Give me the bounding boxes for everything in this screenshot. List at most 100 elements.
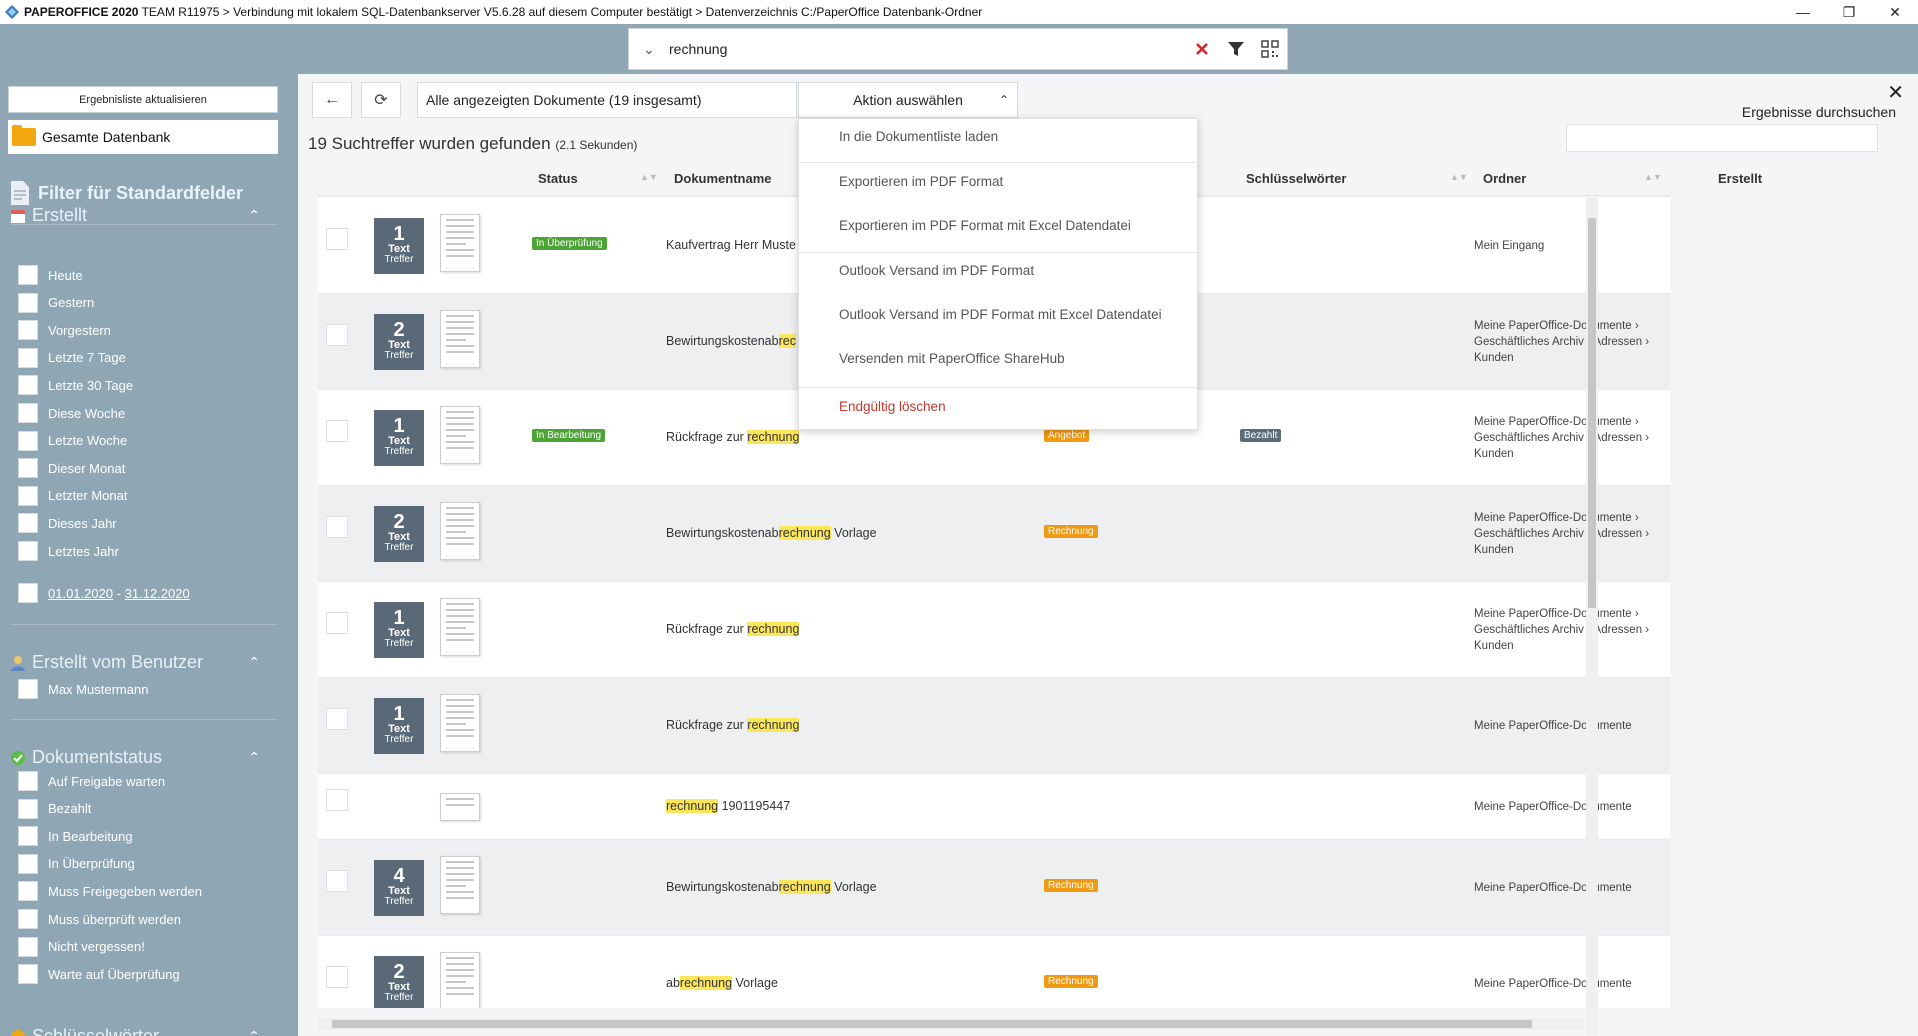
sort-icon[interactable]: ▲▼ <box>1644 172 1662 182</box>
folder-path[interactable]: Meine PaperOffice-Dokumente › Geschäftlic… <box>1474 320 1650 364</box>
column-keywords[interactable]: Schlüsselwörter <box>1246 171 1347 186</box>
close-results-icon[interactable]: ✕ <box>1887 82 1904 104</box>
folder-path[interactable]: Meine PaperOffice-Dokumente › Geschäftlic… <box>1474 512 1650 556</box>
row-checkbox[interactable] <box>326 516 348 538</box>
filter-status-item[interactable]: Warte auf Überprüfung <box>18 963 180 985</box>
document-name[interactable]: Kaufvertrag Herr Muste <box>666 238 796 252</box>
checkbox[interactable] <box>18 485 38 506</box>
row-checkbox[interactable] <box>326 420 348 442</box>
checkbox[interactable] <box>18 541 38 561</box>
row-checkbox[interactable] <box>326 708 348 730</box>
row-checkbox[interactable] <box>326 228 348 250</box>
document-name[interactable]: abrechnung Vorlage <box>666 976 778 990</box>
clear-search-icon[interactable] <box>1185 42 1219 56</box>
range-from-link[interactable]: 01.01.2020 <box>48 585 114 601</box>
checkbox[interactable] <box>18 583 38 603</box>
folder-path[interactable]: Mein Eingang <box>1474 240 1545 252</box>
checkbox[interactable] <box>18 265 38 285</box>
column-status[interactable]: Status <box>538 171 578 186</box>
back-button[interactable]: ← <box>312 82 352 118</box>
dropdown-item[interactable]: In die Dokumentliste laden <box>839 129 999 144</box>
sort-icon[interactable]: ▲▼ <box>1450 172 1468 182</box>
checkbox[interactable] <box>18 320 38 341</box>
action-select-dropdown[interactable]: Aktion auswählen ⌃ <box>798 82 1018 118</box>
folder-path[interactable]: Meine PaperOffice-Dokumente <box>1474 978 1632 990</box>
vertical-scrollbar[interactable] <box>1586 198 1598 1034</box>
filter-status-item[interactable]: Nicht vergessen! <box>18 936 145 958</box>
dropdown-item[interactable]: Exportieren im PDF Format <box>839 174 1004 189</box>
document-thumbnail[interactable] <box>440 856 480 914</box>
filter-created-item[interactable]: Letzte 7 Tage <box>18 347 126 369</box>
checkbox[interactable] <box>18 403 38 423</box>
table-row[interactable]: 4 Text Treffer Bewirtungskostenabrechnung V… <box>318 840 1670 936</box>
checkbox[interactable] <box>18 513 38 534</box>
checkbox[interactable] <box>18 853 38 874</box>
dropdown-item[interactable]: Exportieren im PDF Format mit Excel Date… <box>839 218 1131 233</box>
filter-status-item[interactable]: In Überprüfung <box>18 853 135 875</box>
close-window-button[interactable]: ✕ <box>1889 3 1901 20</box>
table-row[interactable]: 2 Text Treffer abrechnung Vorlage Rechnung Me… <box>318 936 1670 1008</box>
dropdown-item[interactable]: Outlook Versand im PDF Format <box>839 263 1035 278</box>
document-name[interactable]: Bewirtungskostenabrechnung Vorlage <box>666 526 877 540</box>
dropdown-item[interactable]: Outlook Versand im PDF Format mit Excel … <box>839 307 1162 322</box>
table-row[interactable]: 1 Text Treffer Rückfrage zur rechnung Meine … <box>318 678 1670 774</box>
delete-permanently-item[interactable]: Endgültig löschen <box>839 399 946 414</box>
checkbox[interactable] <box>18 430 38 451</box>
folder-path[interactable]: Meine PaperOffice-Dokumente <box>1474 801 1632 813</box>
chevron-down-icon[interactable]: ⌄ <box>643 40 655 57</box>
checkbox[interactable] <box>18 458 38 479</box>
row-checkbox[interactable] <box>326 789 348 811</box>
date-range-filter[interactable]: 01.01.2020 - 31.12.2020 <box>18 582 190 604</box>
checkbox[interactable] <box>18 909 38 929</box>
folder-path[interactable]: Meine PaperOffice-Dokumente › Geschäftlic… <box>1474 416 1650 460</box>
refresh-button[interactable]: ⟳ <box>361 82 401 118</box>
filter-created-item[interactable]: Letztes Jahr <box>18 540 119 562</box>
checkbox[interactable] <box>18 375 38 396</box>
filter-created-item[interactable]: Letzte Woche <box>18 430 127 452</box>
folder-path[interactable]: Meine PaperOffice-Dokumente <box>1474 720 1632 732</box>
filter-created-item[interactable]: Letzter Monat <box>18 485 128 507</box>
filter-created-item[interactable]: Letzte 30 Tage <box>18 374 133 396</box>
document-thumbnail[interactable] <box>440 793 480 821</box>
collapse-icon[interactable]: ⌃ <box>248 207 260 223</box>
section-status-header[interactable]: Dokumentstatus ⌃ <box>10 747 260 768</box>
search-box[interactable]: ⌄ rechnung <box>628 28 1288 70</box>
minimize-button[interactable]: — <box>1796 4 1810 20</box>
checkbox[interactable] <box>18 826 38 847</box>
document-thumbnail[interactable] <box>440 214 480 272</box>
document-name[interactable]: Rückfrage zur rechnung <box>666 718 800 732</box>
checkbox[interactable] <box>18 798 38 819</box>
filter-created-item[interactable]: Dieses Jahr <box>18 512 117 534</box>
filter-created-item[interactable]: Vorgestern <box>18 319 111 341</box>
filter-icon[interactable] <box>1219 40 1253 58</box>
document-selection-dropdown[interactable]: Alle angezeigten Dokumente (19 insgesamt… <box>417 82 797 118</box>
checkbox[interactable] <box>18 771 38 791</box>
collapse-icon[interactable]: ⌃ <box>248 749 260 765</box>
folder-path[interactable]: Meine PaperOffice-Dokumente › Geschäftlic… <box>1474 608 1650 652</box>
row-checkbox[interactable] <box>326 324 348 346</box>
section-created-header[interactable]: Erstellt ⌃ <box>10 205 260 226</box>
filter-user-item[interactable]: Max Mustermann <box>18 678 148 700</box>
document-thumbnail[interactable] <box>440 310 480 368</box>
checkbox[interactable] <box>18 292 38 313</box>
column-folder[interactable]: Ordner <box>1483 171 1527 186</box>
filter-created-item[interactable]: Dieser Monat <box>18 457 125 479</box>
table-row[interactable]: 2 Text Treffer Bewirtungskostenabrechnung V… <box>318 486 1670 582</box>
collapse-icon[interactable]: ⌃ <box>248 654 260 670</box>
search-input[interactable]: rechnung <box>669 41 728 57</box>
section-user-header[interactable]: Erstellt vom Benutzer ⌃ <box>10 652 260 673</box>
standard-filter-header[interactable]: Filter für Standardfelder <box>10 180 243 206</box>
database-selector[interactable]: Gesamte Datenbank <box>8 120 278 154</box>
filter-created-item[interactable]: Gestern <box>18 292 94 314</box>
document-thumbnail[interactable] <box>440 694 480 752</box>
filter-status-item[interactable]: Muss überprüft werden <box>18 908 181 930</box>
checkbox[interactable] <box>18 936 38 957</box>
document-name[interactable]: Bewirtungskostenabrec <box>666 334 796 348</box>
document-name[interactable]: rechnung 1901195447 <box>666 799 791 813</box>
column-name[interactable]: Dokumentname <box>674 171 772 186</box>
document-name[interactable]: Rückfrage zur rechnung <box>666 622 800 636</box>
row-checkbox[interactable] <box>326 966 348 988</box>
document-thumbnail[interactable] <box>440 406 480 464</box>
column-created[interactable]: Erstellt <box>1718 171 1763 186</box>
filter-status-item[interactable]: Muss Freigegeben werden <box>18 880 202 902</box>
